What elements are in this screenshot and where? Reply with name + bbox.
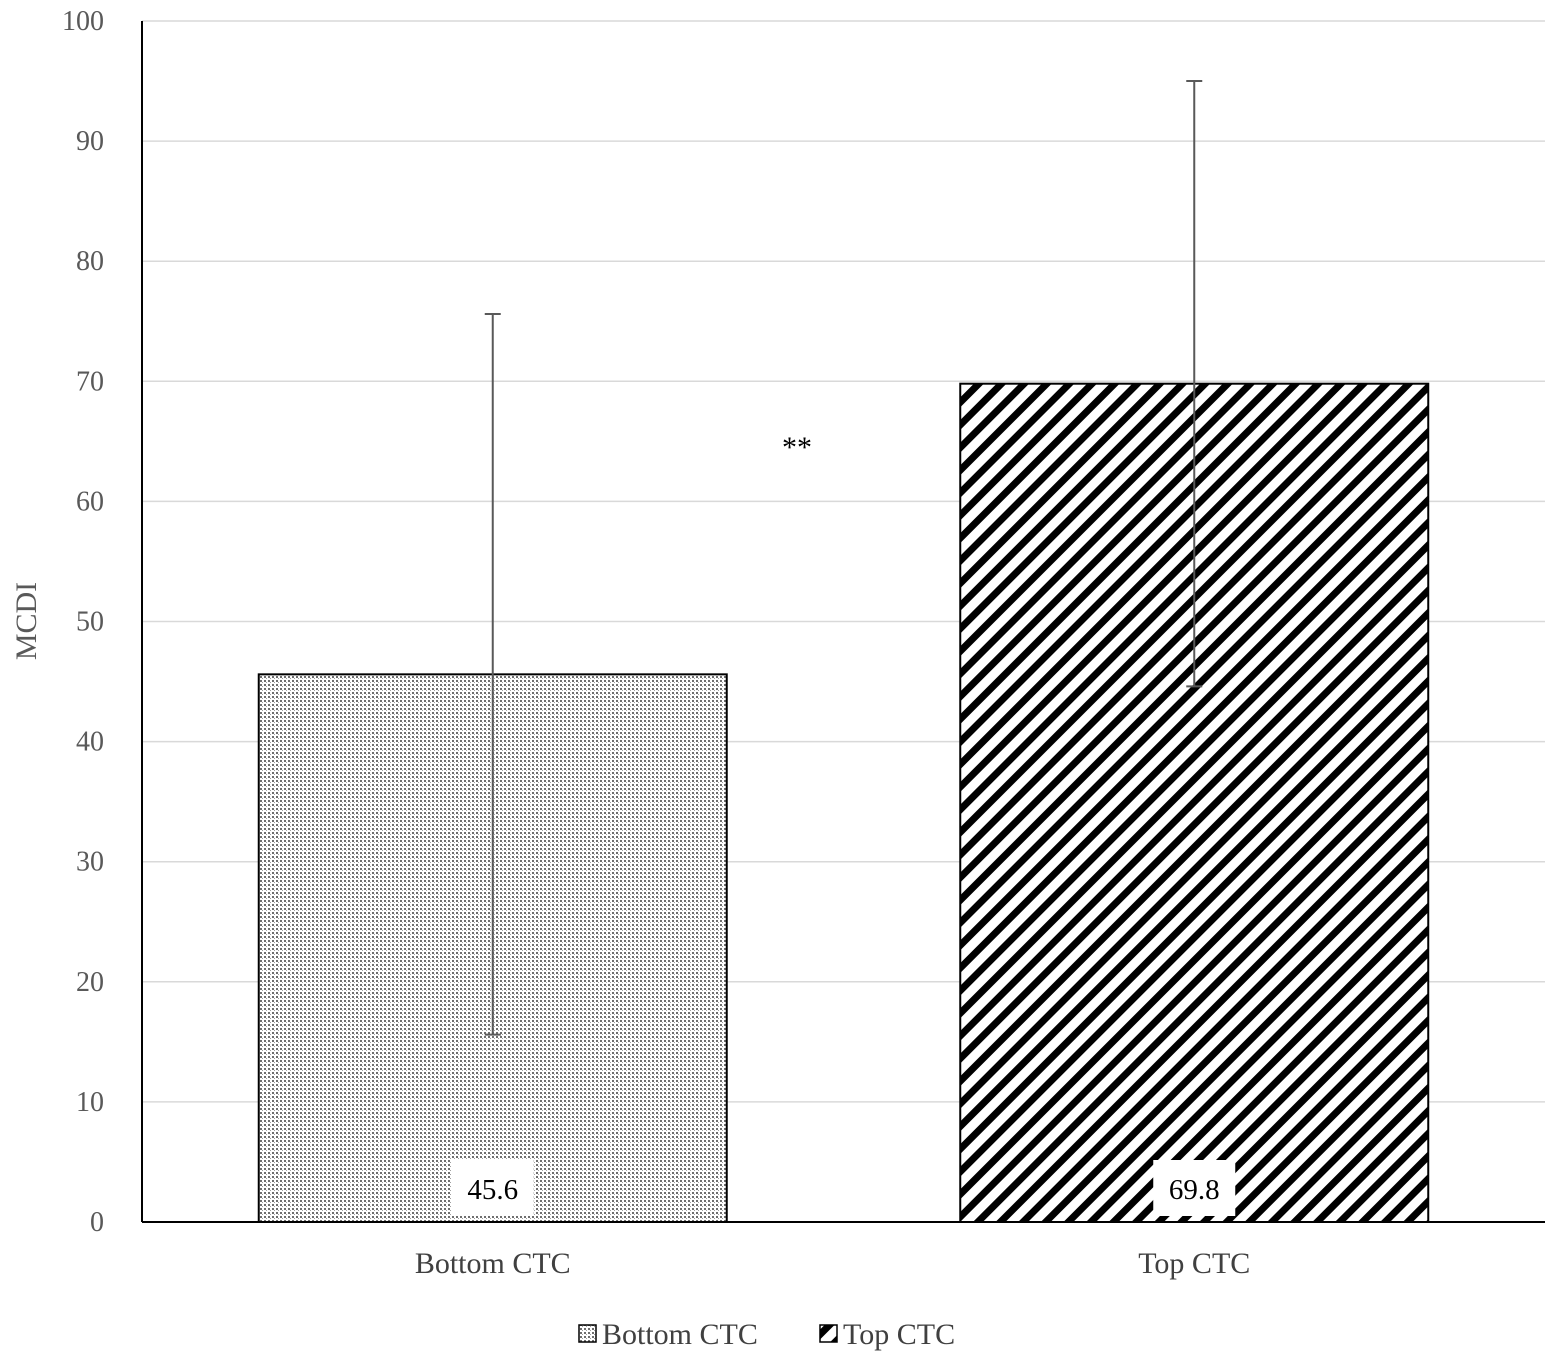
- data-label-background: [451, 1160, 534, 1216]
- data-label: 69.8: [1169, 1174, 1220, 1206]
- legend-label: Bottom CTC: [602, 1318, 758, 1351]
- y-tick-label: 10: [76, 1087, 104, 1118]
- data-label-background: [1153, 1160, 1236, 1216]
- legend: Bottom CTC Top CTC: [578, 1318, 955, 1351]
- y-tick-label: 80: [76, 246, 104, 277]
- bars: [257, 80, 1430, 1223]
- y-tick-label: 30: [76, 847, 104, 878]
- y-tick-label: 20: [76, 967, 104, 998]
- legend-swatch: [819, 1324, 838, 1343]
- y-axis-tick-labels: 0 10 20 30 40 50 60 70 80 90 100: [62, 6, 104, 1238]
- significance-annotation: **: [782, 431, 812, 464]
- legend-swatch: [578, 1324, 597, 1343]
- y-tick-label: 50: [76, 607, 104, 638]
- axes: Bottom CTC Top CTC: [141, 21, 1545, 1280]
- data-labels: 45.6 69.8: [451, 1160, 1236, 1216]
- x-category-label: Bottom CTC: [415, 1247, 571, 1280]
- x-category-label: Top CTC: [1138, 1247, 1250, 1280]
- y-tick-label: 0: [90, 1207, 104, 1238]
- legend-label: Top CTC: [843, 1318, 955, 1351]
- y-tick-label: 70: [76, 366, 104, 397]
- data-label: 45.6: [467, 1174, 518, 1206]
- y-tick-label: 90: [76, 126, 104, 157]
- y-tick-label: 100: [62, 6, 104, 37]
- y-tick-label: 60: [76, 486, 104, 517]
- y-tick-label: 40: [76, 727, 104, 758]
- y-axis-title: MCDI: [10, 582, 43, 660]
